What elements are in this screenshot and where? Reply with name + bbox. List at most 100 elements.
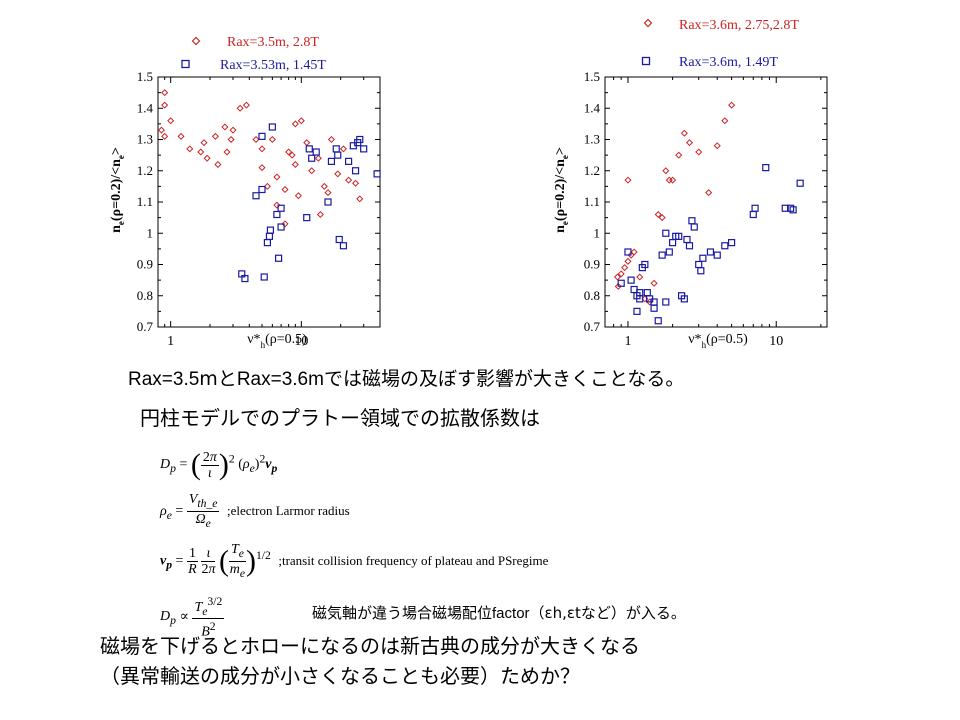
data-point-diamond [630,248,638,256]
plot-frame [157,76,381,328]
data-point-diamond [685,139,694,147]
data-point-square [665,248,673,256]
data-point-diamond [167,117,175,125]
data-point-square [308,154,316,162]
data-point-diamond [161,101,169,109]
data-point-diamond [294,192,302,200]
data-point-square [662,229,670,237]
data-point-diamond [624,257,632,265]
data-point-diamond [227,135,235,144]
data-point-square [749,210,757,219]
data-point-square [721,242,729,250]
data-point-diamond [258,164,266,172]
text-segment: Rax=3.6m [236,369,324,390]
data-point-diamond [263,182,271,190]
text-segment: mと [199,368,237,390]
data-point-diamond [291,120,299,128]
formula-proportionality: Dp ∝ Te3/2 B2 [160,595,225,641]
data-point-square [305,145,313,153]
data-point-square [627,276,635,284]
data-point-square [789,206,797,214]
y-axis-label-left: ne(ρ=0.2)/<ne> [109,147,126,233]
data-point-square [624,248,632,256]
formula-note: ;transit collision frequency of plateau … [278,552,549,568]
data-point-square [643,289,651,297]
text-segment: Rax=3.5 [128,369,200,390]
data-point-square [277,223,285,231]
x-axis-label-right: ν*h(ρ=0.5) [688,332,748,350]
data-point-square [636,295,644,303]
data-point-diamond [252,135,260,144]
data-point-diamond [197,148,205,156]
data-point-square [727,239,736,247]
data-point-diamond [650,279,658,287]
data-point-diamond [636,273,644,281]
data-point-square [690,223,698,231]
data-point-square [266,226,275,234]
data-point-diamond [316,210,324,219]
data-point-square [360,145,368,153]
data-point-diamond [669,176,677,184]
data-point-diamond [273,173,281,181]
text-segment: （εh,εtなど）が入る。 [529,604,686,622]
legend-entry-series-2: Rax=3.6m, 1.49T [641,55,778,70]
scatter-chart-left: Rax=3.5m, 2.8T Rax=3.53m, 1.45T ne(ρ=0.2… [109,35,381,350]
data-point-square [339,242,348,250]
y-tick-label: 0.7 [137,319,154,334]
data-point-diamond [186,145,194,153]
data-point-square [260,273,268,281]
data-point-square [332,145,340,153]
data-point-diamond [161,89,169,97]
data-point-diamond [713,142,721,150]
x-axis-label-left: ν*h(ρ=0.5) [247,332,307,350]
data-point-square [258,185,266,194]
data-point-diamond [229,126,237,134]
conclusion-line-2: （異常輸送の成分が小さくなることも必要）ためか？ [100,664,580,688]
formula-note: ;electron Larmor radius [226,502,350,518]
data-point-square [706,248,715,256]
y-tick-label: 1 [594,225,601,240]
data-point-diamond [211,132,219,140]
legend-marker-square [641,56,651,66]
data-point-diamond [614,282,622,290]
y-tick-label: 0.9 [137,257,153,272]
data-point-square [252,192,260,200]
data-point-square [351,167,360,175]
y-tick-label: 1.3 [137,132,153,147]
legend-right: Rax=3.6m, 2.75,2.8T Rax=3.6m, 1.49T [641,18,799,70]
text-segment: 磁気軸が違う場合磁場配位 [312,604,493,622]
data-point-square [675,232,683,240]
y-tick-label: 0.8 [137,288,153,303]
data-point-square [713,251,721,259]
y-tick-label: 1.4 [137,100,154,115]
data-point-square [781,204,789,212]
data-point-square [373,170,381,178]
data-point-diamond [161,132,169,140]
formula-larmor-radius: ρe = Vth_e Ωe ;electron Larmor radius [160,492,350,530]
legend-entry-series-1: Rax=3.6m, 2.75,2.8T [643,18,799,33]
data-point-square [680,295,688,303]
y-tick-label: 1.2 [137,163,153,178]
legend-label: Rax=3.5m, 2.8T [227,35,319,50]
legend-entry-series-2: Rax=3.53m, 1.45T [181,58,326,73]
data-point-diamond [242,101,250,109]
data-point-diamond [705,189,713,197]
data-point-diamond [680,129,688,137]
data-point-square [641,260,649,269]
data-point-diamond [352,179,360,187]
svg-text:ne(ρ=0.2)/<ne>: ne(ρ=0.2)/<ne> [553,147,570,233]
data-point-square [335,235,343,244]
legend-label: Rax=3.6m, 2.75,2.8T [679,18,799,33]
data-point-square [699,254,707,262]
data-point-diamond [345,176,353,184]
data-point-diamond [327,135,335,144]
data-point-square [263,239,272,247]
data-point-square [344,157,353,165]
data-point-diamond [281,185,289,194]
y-axis-label-right: ne(ρ=0.2)/<ne> [553,147,570,233]
y-tick-label: 1.5 [137,69,153,84]
text-segment: factor [492,605,530,622]
data-point-diamond [177,132,185,140]
legend-marker-square [181,59,190,69]
